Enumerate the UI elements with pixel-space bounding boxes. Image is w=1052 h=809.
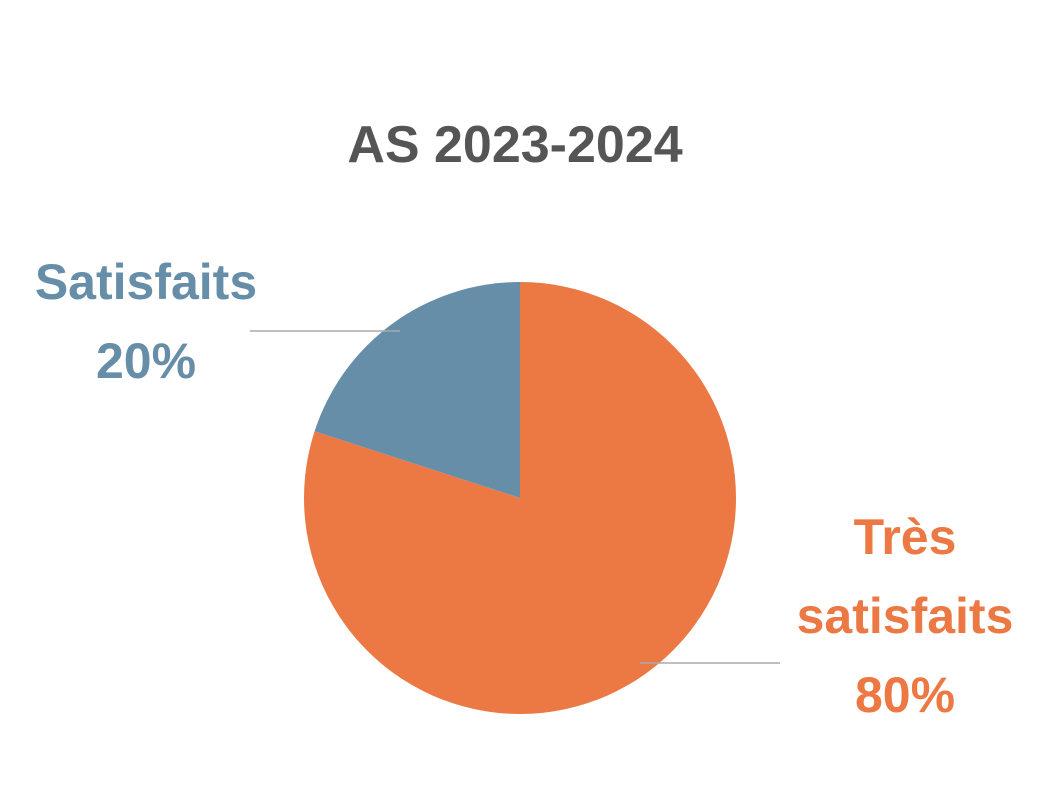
category-label: Très satisfaits (796, 509, 1014, 644)
slices (303, 282, 736, 714)
chart-title: AS 2023-2024 (347, 116, 683, 174)
slice-label: Très satisfaits 80% (770, 498, 1040, 735)
value-label: 80% (854, 667, 956, 723)
slice-label: Satisfaits 20% (0, 243, 292, 401)
value-label: 20% (95, 333, 197, 389)
pie-slice (303, 282, 736, 714)
pie-slice (314, 282, 520, 498)
category-label: Satisfaits (34, 254, 258, 310)
